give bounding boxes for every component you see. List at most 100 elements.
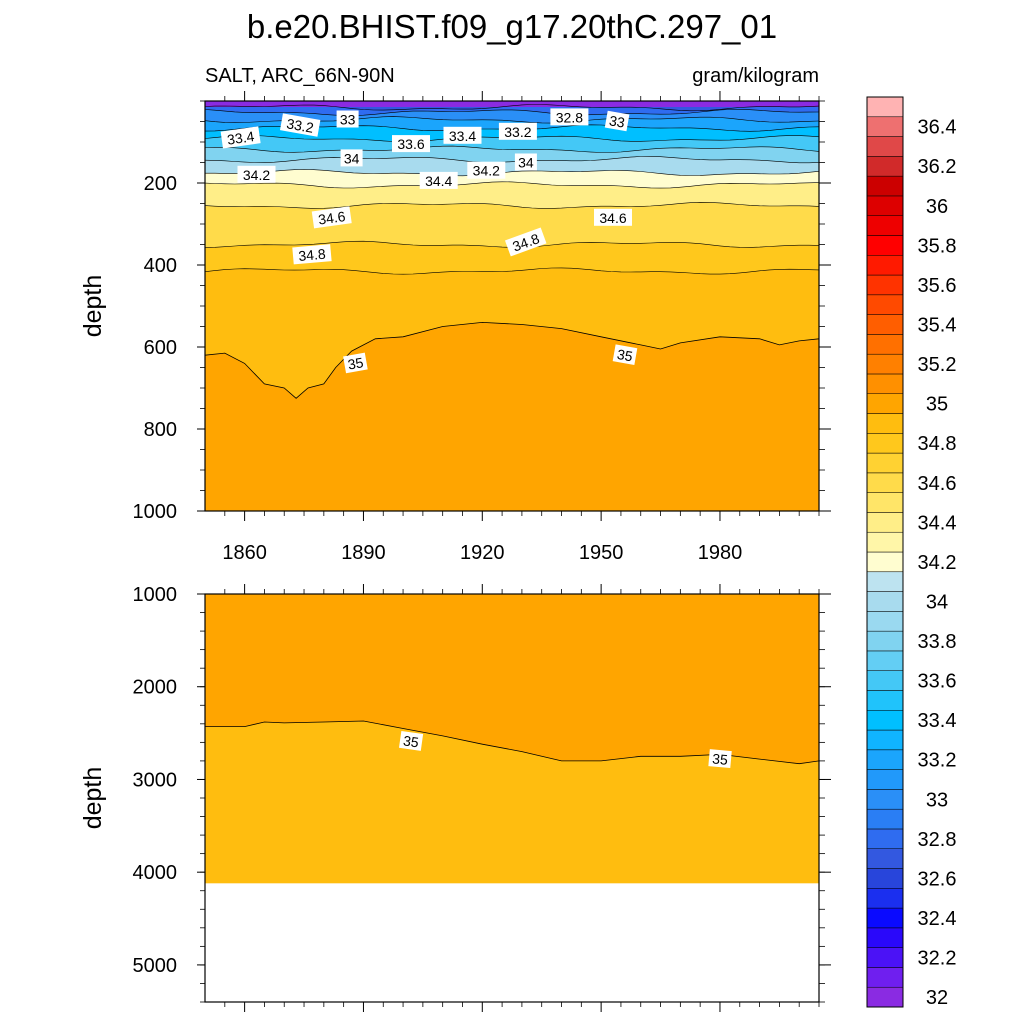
colorbar-swatch xyxy=(866,433,904,454)
colorbar-frame xyxy=(866,96,904,1008)
contour-label: 35 xyxy=(398,730,424,751)
colorbar-label: 32.6 xyxy=(918,868,957,890)
contour-label: 34.6 xyxy=(594,208,632,226)
y-tick-label: 5000 xyxy=(133,955,178,977)
colorbar-swatch xyxy=(866,571,904,592)
colorbar-swatch xyxy=(866,531,904,553)
contour-label: 34.2 xyxy=(467,161,506,179)
colorbar-label: 34 xyxy=(926,592,948,614)
colorbar-label: 32.4 xyxy=(918,908,957,930)
contour-label-text: 33.2 xyxy=(504,124,531,140)
contour-label-text: 33.4 xyxy=(449,128,476,144)
colorbar-swatch xyxy=(866,828,904,849)
contour-label-text: 35 xyxy=(712,750,729,767)
colorbar-swatch xyxy=(866,452,904,474)
colorbar-swatch xyxy=(866,195,904,216)
contour-line xyxy=(205,145,819,153)
contour-label-text: 35 xyxy=(346,354,364,372)
contour-line xyxy=(205,156,819,164)
contour-label-text: 33.2 xyxy=(285,115,315,136)
contour-label-box xyxy=(279,113,321,137)
colorbar-swatch xyxy=(866,710,904,731)
contour-label-box xyxy=(237,165,276,183)
colorbar-swatch xyxy=(866,393,904,414)
x-tick-label: 1890 xyxy=(341,542,386,564)
y-tick-label: 3000 xyxy=(133,769,178,791)
contour-label-box xyxy=(419,171,458,189)
colorbar-label: 34.2 xyxy=(918,552,957,574)
colorbar-swatch xyxy=(866,175,904,197)
colorbar-swatch xyxy=(866,789,904,810)
contour-label-box xyxy=(443,126,482,144)
colorbar-label: 34.8 xyxy=(918,433,957,455)
units-subtitle: gram/kilogram xyxy=(692,65,819,87)
contour-label-text: 34 xyxy=(344,150,360,166)
y-tick-label: 2000 xyxy=(133,677,178,699)
contour-label-text: 34.6 xyxy=(599,210,626,226)
contour-label: 34 xyxy=(514,153,537,171)
colorbar-label: 32 xyxy=(926,987,948,1009)
contour-label-text: 35 xyxy=(616,346,634,364)
contour-label-text: 33 xyxy=(340,112,356,128)
contour-label-box xyxy=(336,110,359,128)
contour-label: 33.2 xyxy=(498,122,537,140)
colorbar-swatch xyxy=(866,749,904,770)
contour-label-text: 35 xyxy=(402,732,420,750)
lower-panel-ylabel: depth xyxy=(79,767,107,830)
colorbar-swatch xyxy=(866,294,904,315)
contour-label-text: 33.6 xyxy=(397,136,424,152)
colorbar-label: 36.4 xyxy=(918,117,957,139)
contour-label: 33 xyxy=(604,110,630,132)
colorbar-swatch xyxy=(866,630,904,652)
colorbar-swatch xyxy=(866,492,904,513)
colorbar-swatch xyxy=(866,611,904,632)
colorbar: 32 32.2 32.4 32.6 32.8 33 33.2 33.4 33.6 33.8 34 34… xyxy=(866,96,957,1009)
colorbar-swatch xyxy=(866,729,904,751)
y-tick-label: 1000 xyxy=(133,584,178,606)
contour-label-text: 34.8 xyxy=(298,246,327,264)
colorbar-swatch xyxy=(866,690,904,711)
salinity-band-35 xyxy=(205,594,819,764)
contour-line xyxy=(205,201,819,209)
colorbar-label: 32.8 xyxy=(918,829,957,851)
colorbar-label: 32.2 xyxy=(918,948,957,970)
contour-label-box xyxy=(550,108,589,126)
colorbar-label: 35.6 xyxy=(918,275,957,297)
colorbar-swatch xyxy=(866,670,904,691)
contour-label: 34.6 xyxy=(311,206,352,229)
colorbar-swatch xyxy=(866,848,904,869)
contour-label: 33.2 xyxy=(279,113,321,137)
colorbar-swatch xyxy=(866,156,904,177)
contour-label: 35 xyxy=(612,344,638,365)
y-tick-label: 600 xyxy=(144,337,177,359)
colorbar-swatch xyxy=(866,591,904,612)
y-tick-label: 200 xyxy=(144,173,177,195)
colorbar-swatch xyxy=(866,512,904,533)
contour-label-box xyxy=(220,126,261,149)
x-tick-label: 1920 xyxy=(460,542,505,564)
colorbar-swatch xyxy=(866,314,904,335)
colorbar-label: 35 xyxy=(926,394,948,416)
upper-panel: 33.4 33.2 33 33.6 33.4 33.2 32.8 33 34 34.2 34.4 34… xyxy=(79,91,831,564)
contour-label-box xyxy=(392,135,430,153)
contour-label-text: 34.4 xyxy=(425,173,452,189)
contour-label-box xyxy=(398,730,424,751)
left-subtitle: SALT, ARC_66N-90N xyxy=(205,65,395,87)
contour-label-text: 34.2 xyxy=(243,167,270,183)
upper-panel-fill xyxy=(205,101,819,511)
colorbar-swatch xyxy=(866,116,904,137)
colorbar-label: 35.4 xyxy=(918,315,957,337)
colorbar-swatch xyxy=(866,947,904,968)
colorbar-swatch xyxy=(866,927,904,948)
contour-label: 32.8 xyxy=(550,108,589,126)
contour-label: 34.4 xyxy=(419,171,458,189)
colorbar-swatch xyxy=(866,986,904,1008)
colorbar-swatch xyxy=(866,353,904,375)
colorbar-swatch xyxy=(866,96,904,118)
contour-line-35 xyxy=(205,321,819,399)
contour-label: 35 xyxy=(708,749,732,769)
y-tick-label: 800 xyxy=(144,419,177,441)
lower-panel-ticks: 1000 2000 3000 4000 5000 xyxy=(133,584,831,1012)
contour-label-text: 33.4 xyxy=(226,128,255,148)
colorbar-swatch xyxy=(866,413,904,434)
